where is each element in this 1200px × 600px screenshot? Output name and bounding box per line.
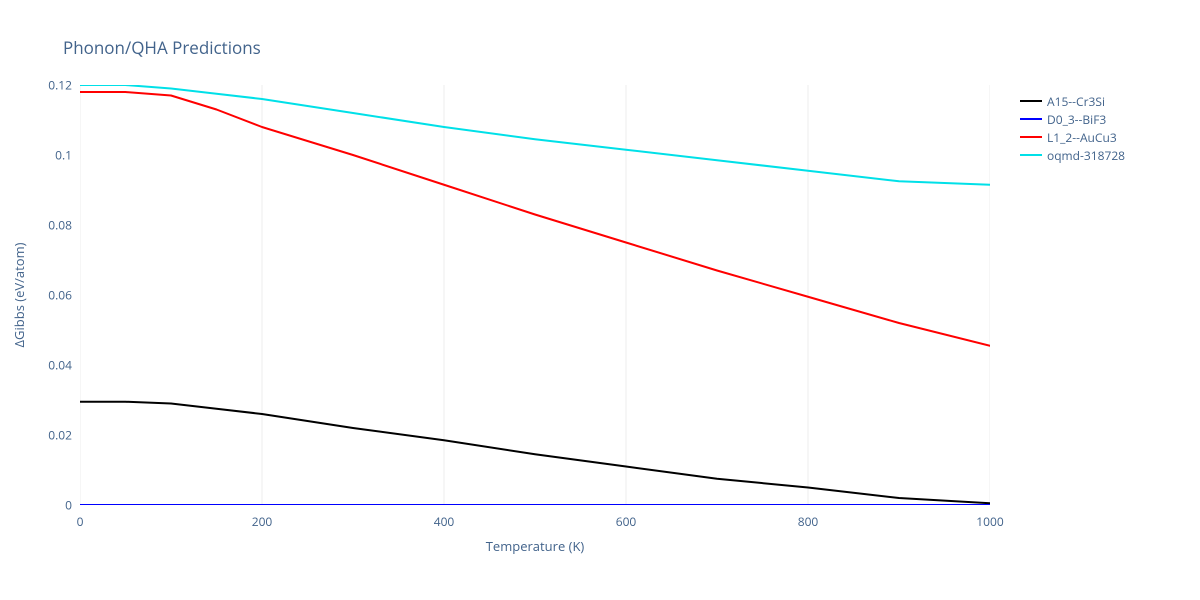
legend-swatch [1020,118,1042,120]
x-tick-label: 800 [798,513,819,530]
x-tick-label: 400 [434,513,455,530]
y-tick-label: 0.1 [55,147,72,164]
legend-label: D0_3--BiF3 [1047,111,1106,128]
legend-label: A15--Cr3Si [1047,93,1105,110]
x-tick-label: 1000 [976,513,1003,530]
chart-title: Phonon/QHA Predictions [63,36,261,59]
y-tick-label: 0.06 [48,287,72,304]
legend: A15--Cr3SiD0_3--BiF3L1_2--AuCu3oqmd-3187… [1020,92,1125,164]
series-line-3 [80,85,990,185]
chart-root: Phonon/QHA Predictions Temperature (K) Δ… [0,0,1200,600]
x-axis-label: Temperature (K) [486,537,585,555]
series-line-2 [80,92,990,346]
legend-label: L1_2--AuCu3 [1047,129,1117,146]
y-tick-label: 0.08 [48,217,72,234]
x-tick-label: 200 [252,513,273,530]
legend-swatch [1020,154,1042,156]
y-tick-label: 0 [65,497,72,514]
y-tick-label: 0.04 [48,357,72,374]
legend-item-2[interactable]: L1_2--AuCu3 [1020,128,1125,146]
legend-swatch [1020,100,1042,102]
x-tick-label: 0 [77,513,84,530]
y-axis-label: ΔGibbs (eV/atom) [10,243,28,348]
legend-item-1[interactable]: D0_3--BiF3 [1020,110,1125,128]
legend-label: oqmd-318728 [1047,147,1125,164]
series-line-0 [80,402,990,504]
legend-swatch [1020,136,1042,138]
legend-item-3[interactable]: oqmd-318728 [1020,146,1125,164]
plot-area [80,85,990,505]
y-tick-label: 0.12 [48,77,72,94]
x-tick-label: 600 [616,513,637,530]
y-tick-label: 0.02 [48,427,72,444]
plot-svg [80,85,990,505]
legend-item-0[interactable]: A15--Cr3Si [1020,92,1125,110]
